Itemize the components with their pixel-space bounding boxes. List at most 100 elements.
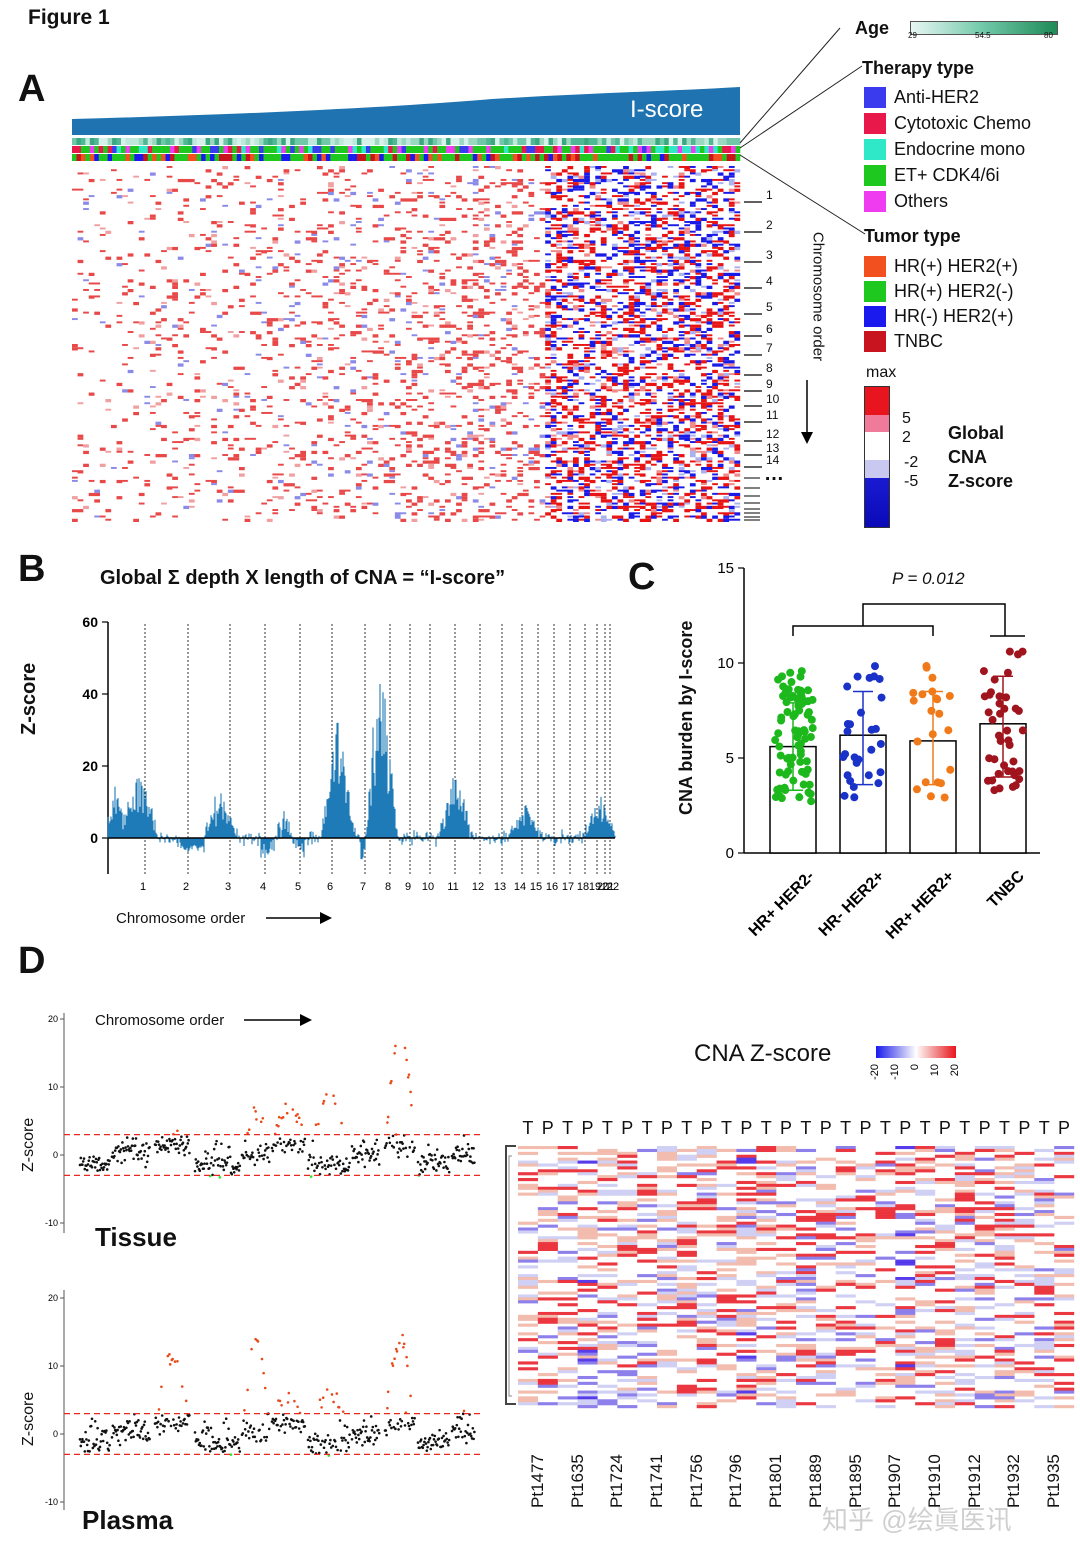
heatmap-a-cell <box>316 463 323 466</box>
heatmap-a-cell <box>305 340 312 343</box>
heatmap-a-cell <box>444 340 451 343</box>
heatmap-a-cell <box>272 476 279 479</box>
heatmap-a-cell <box>506 224 512 228</box>
d-scatter-point <box>256 1148 260 1151</box>
heatmap-a-cell <box>717 454 724 458</box>
heatmap-a-cell <box>678 233 685 236</box>
heatmap-a-cell <box>584 476 590 480</box>
d-scatter-point <box>90 1165 94 1169</box>
heatmap-a-cell <box>122 263 128 266</box>
heatmap-a-cell <box>428 437 435 440</box>
heatmap-a-cell <box>656 499 663 502</box>
heatmap-a-cell <box>394 405 401 409</box>
heatmap-a-cell <box>695 211 702 214</box>
heatmap-a-cell <box>272 337 279 341</box>
age-track-cell <box>570 138 576 145</box>
heatmap-a-cell <box>567 308 574 311</box>
heatmap-a-cell <box>645 334 652 337</box>
heatmap-a-cell <box>495 185 501 188</box>
d-scatter-point <box>370 1147 374 1151</box>
heatmap-a-cell <box>372 486 379 490</box>
heatmap-a-cell <box>589 250 596 254</box>
heatmap-a-cell <box>678 486 685 489</box>
heatmap-a-cell <box>600 473 607 476</box>
heatmap-a-cell <box>689 470 696 473</box>
d-scatter-point <box>325 1093 328 1096</box>
heatmap-a-cell <box>689 240 696 243</box>
heatmap-a-cell <box>689 418 696 422</box>
heatmap-a-cell <box>678 175 685 178</box>
age-track-cell <box>227 138 233 145</box>
heatmap-a-cell <box>611 356 618 359</box>
d-scatter-point <box>320 1160 323 1164</box>
heatmap-a-cell <box>522 201 529 204</box>
heatmap-a-cell <box>589 166 596 168</box>
tumor-track-cell <box>717 154 723 161</box>
heatmap-a-cell <box>639 301 646 306</box>
age-track-cell <box>299 138 304 145</box>
heatmap-a-cell <box>728 311 735 314</box>
age-track-cell <box>499 138 505 145</box>
heatmap-a-cell <box>517 369 524 374</box>
heatmap-a-cell <box>411 486 418 490</box>
heatmap-a-cell <box>149 214 156 218</box>
heatmap-a-cell <box>517 233 524 238</box>
heatmap-a-cell <box>77 470 84 474</box>
d-scatter-point <box>218 1176 222 1179</box>
heatmap-a-cell <box>311 334 318 338</box>
heatmap-a-cell <box>300 454 306 458</box>
heatmap-a-cell <box>656 292 663 296</box>
heatmap-a-cell <box>478 518 485 521</box>
heatmap-a-cell <box>183 279 190 283</box>
heatmap-a-cell <box>550 389 557 392</box>
heatmap-a-cell <box>712 240 718 243</box>
heatmap-a-cell <box>634 204 640 207</box>
heatmap-a-cell <box>211 230 217 233</box>
heatmap-a-cell <box>573 331 579 333</box>
heatmap-a-cell <box>556 402 563 406</box>
c-data-point <box>1000 761 1009 770</box>
tumor-track-cell <box>138 154 144 161</box>
heatmap-a-cell <box>344 195 351 198</box>
heatmap-a-cell <box>628 279 635 282</box>
age-track-cell <box>138 138 144 145</box>
heatmap-a-cell <box>617 434 624 437</box>
heatmap-a-cell <box>734 382 741 385</box>
heatmap-a-cell <box>305 263 312 266</box>
heatmap-a-cell <box>83 505 89 510</box>
d-scatter-point <box>255 1158 259 1162</box>
heatmap-a-cell <box>316 227 323 230</box>
heatmap-a-cell <box>172 441 178 444</box>
heatmap-a-cell <box>728 282 735 285</box>
heatmap-a-cell <box>561 282 568 286</box>
heatmap-a-cell <box>595 224 602 227</box>
heatmap-a-cell <box>344 489 351 492</box>
d-scatter-point <box>220 1142 223 1146</box>
age-track-cell <box>566 138 572 145</box>
heatmap-a-cell <box>578 331 585 333</box>
heatmap-a-cell <box>333 318 340 321</box>
heatmap-a-cell <box>105 518 112 521</box>
heatmap-a-cell <box>94 224 101 227</box>
heatmap-a-cell <box>678 201 685 204</box>
heatmap-a-cell <box>328 182 334 186</box>
heatmap-a-cell <box>600 253 607 257</box>
age-track-cell <box>267 138 273 145</box>
age-track-cell <box>610 138 616 145</box>
heatmap-a-cell <box>673 198 679 201</box>
heatmap-a-cell <box>389 237 396 241</box>
heatmap-a-cell <box>617 172 624 175</box>
heatmap-a-cell <box>294 502 301 506</box>
heatmap-a-cell <box>489 444 496 448</box>
heatmap-a-cell <box>539 188 546 191</box>
heatmap-a-cell <box>116 301 123 304</box>
heatmap-a-cell <box>177 356 184 359</box>
heatmap-a-cell <box>72 188 78 191</box>
heatmap-a-cell <box>623 246 629 249</box>
heatmap-a-cell <box>717 363 724 367</box>
heatmap-a-cell <box>88 392 95 396</box>
heatmap-a-cell <box>472 314 479 319</box>
heatmap-a-cell <box>367 473 373 477</box>
heatmap-a-cell <box>233 285 240 289</box>
therapy-track-cell <box>245 146 251 153</box>
